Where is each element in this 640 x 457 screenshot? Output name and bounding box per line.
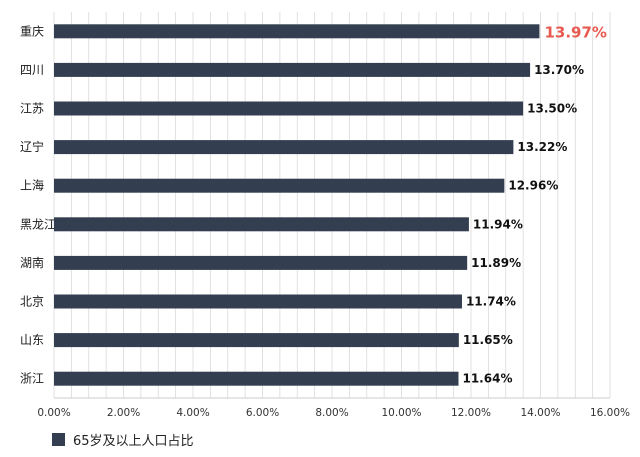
category-label: 湖南 — [20, 255, 44, 270]
legend-swatch — [52, 433, 65, 446]
data-label: 11.94% — [473, 217, 523, 231]
x-tick-label: 14.00% — [520, 407, 560, 419]
bar — [54, 140, 514, 155]
category-label: 山东 — [20, 333, 44, 347]
x-tick-label: 16.00% — [590, 407, 630, 419]
legend: 65岁及以上人口占比 — [52, 430, 194, 449]
data-label: 12.96% — [508, 179, 558, 193]
category-label: 黑龙江 — [20, 217, 56, 231]
bar — [54, 294, 462, 309]
data-label: 13.22% — [517, 140, 567, 154]
x-tick-label: 8.00% — [315, 407, 348, 419]
x-tick-label: 0.00% — [37, 407, 70, 419]
x-tick-label: 10.00% — [381, 407, 421, 419]
data-label: 11.65% — [463, 333, 513, 347]
legend-label: 65岁及以上人口占比 — [73, 434, 194, 449]
category-label: 四川 — [20, 63, 44, 77]
data-label: 13.50% — [527, 102, 577, 116]
x-tick-label: 4.00% — [176, 407, 209, 419]
category-label: 江苏 — [20, 102, 44, 116]
x-tick-label: 6.00% — [246, 407, 279, 419]
data-label: 11.64% — [462, 372, 512, 386]
bar — [54, 371, 459, 386]
bar — [54, 255, 468, 270]
category-label: 北京 — [20, 295, 44, 309]
category-label: 重庆 — [20, 24, 44, 38]
bar — [54, 217, 469, 232]
bar — [54, 333, 459, 348]
bar — [54, 24, 540, 39]
category-label: 辽宁 — [20, 139, 44, 154]
bar — [54, 101, 524, 116]
data-label: 13.70% — [534, 63, 584, 77]
bar — [54, 178, 505, 193]
x-tick-label: 2.00% — [107, 407, 140, 419]
bar — [54, 62, 531, 77]
category-label: 上海 — [20, 178, 44, 193]
data-label: 11.89% — [471, 256, 521, 270]
data-label: 11.74% — [466, 295, 516, 309]
bar-chart: 0.00% 2.00% 4.00% 6.00% 8.00% 10.00% 12.00% 14.… — [20, 12, 630, 419]
x-tick-label: 12.00% — [451, 407, 491, 419]
category-label: 浙江 — [20, 372, 44, 386]
data-label: 13.97% — [544, 23, 606, 41]
